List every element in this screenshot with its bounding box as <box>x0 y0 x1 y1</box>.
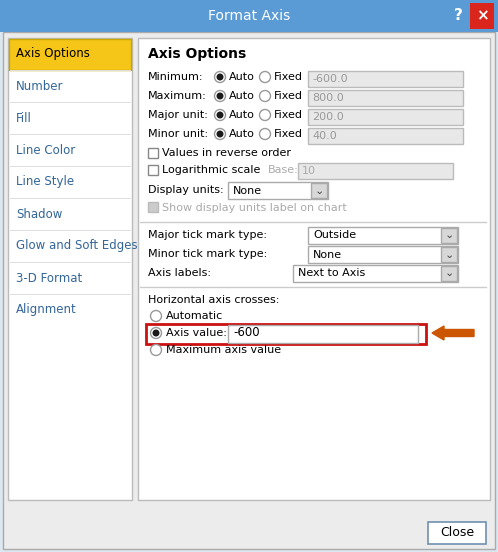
Text: Auto: Auto <box>229 110 255 120</box>
Text: Values in reverse order: Values in reverse order <box>162 148 291 158</box>
Text: Fixed: Fixed <box>274 72 303 82</box>
FancyBboxPatch shape <box>228 325 418 343</box>
Text: ⌄: ⌄ <box>444 268 454 279</box>
Circle shape <box>153 330 159 336</box>
Text: Outside: Outside <box>313 231 356 241</box>
Text: Base:: Base: <box>268 165 299 175</box>
Text: Line Color: Line Color <box>16 144 75 157</box>
Text: Major unit:: Major unit: <box>148 110 208 120</box>
Circle shape <box>150 327 161 338</box>
Text: Axis labels:: Axis labels: <box>148 268 211 278</box>
Circle shape <box>217 131 223 137</box>
Text: Horizontal axis crosses:: Horizontal axis crosses: <box>148 295 279 305</box>
FancyBboxPatch shape <box>308 128 463 144</box>
Circle shape <box>259 129 270 140</box>
FancyBboxPatch shape <box>8 38 132 500</box>
Text: Auto: Auto <box>229 91 255 101</box>
Circle shape <box>259 109 270 120</box>
FancyBboxPatch shape <box>428 522 486 544</box>
FancyBboxPatch shape <box>3 32 495 549</box>
FancyBboxPatch shape <box>148 165 158 175</box>
FancyBboxPatch shape <box>470 3 494 29</box>
FancyBboxPatch shape <box>146 324 426 344</box>
Text: Show display units label on chart: Show display units label on chart <box>162 203 347 213</box>
Circle shape <box>259 72 270 82</box>
Text: Minimum:: Minimum: <box>148 72 204 82</box>
FancyBboxPatch shape <box>308 227 458 244</box>
Text: Fill: Fill <box>16 112 32 125</box>
FancyBboxPatch shape <box>441 266 457 281</box>
FancyBboxPatch shape <box>441 247 457 262</box>
Circle shape <box>215 72 226 82</box>
FancyBboxPatch shape <box>311 183 327 198</box>
Text: Automatic: Automatic <box>166 311 223 321</box>
Text: Axis Options: Axis Options <box>148 47 246 61</box>
Text: Fixed: Fixed <box>274 129 303 139</box>
Circle shape <box>150 310 161 321</box>
FancyBboxPatch shape <box>148 202 158 212</box>
Text: 3-D Format: 3-D Format <box>16 272 82 284</box>
FancyBboxPatch shape <box>9 39 131 70</box>
Text: Line Style: Line Style <box>16 176 74 188</box>
FancyBboxPatch shape <box>138 38 490 500</box>
Polygon shape <box>432 326 474 340</box>
Text: Major tick mark type:: Major tick mark type: <box>148 230 267 240</box>
FancyBboxPatch shape <box>0 0 498 32</box>
Text: Axis Options: Axis Options <box>16 47 90 61</box>
Text: Minor tick mark type:: Minor tick mark type: <box>148 249 267 259</box>
Text: Alignment: Alignment <box>16 304 77 316</box>
Text: ⌄: ⌄ <box>314 185 324 195</box>
Text: 10: 10 <box>302 166 316 176</box>
Text: Fixed: Fixed <box>274 91 303 101</box>
Circle shape <box>259 91 270 102</box>
FancyBboxPatch shape <box>148 148 158 158</box>
Text: Axis value:: Axis value: <box>166 328 227 338</box>
Text: None: None <box>233 185 262 195</box>
FancyBboxPatch shape <box>308 246 458 263</box>
Text: Format Axis: Format Axis <box>208 9 290 23</box>
Text: Display units:: Display units: <box>148 185 224 195</box>
Circle shape <box>215 129 226 140</box>
Circle shape <box>215 109 226 120</box>
Text: Auto: Auto <box>229 129 255 139</box>
Text: 200.0: 200.0 <box>312 112 344 122</box>
Text: Auto: Auto <box>229 72 255 82</box>
Text: ⌄: ⌄ <box>444 250 454 259</box>
Text: Close: Close <box>440 527 474 539</box>
Text: Maximum:: Maximum: <box>148 91 207 101</box>
FancyBboxPatch shape <box>293 265 458 282</box>
Text: Shadow: Shadow <box>16 208 62 220</box>
Text: Glow and Soft Edges: Glow and Soft Edges <box>16 240 137 252</box>
Text: Number: Number <box>16 79 64 93</box>
Text: -600: -600 <box>233 326 259 339</box>
Text: ⌄: ⌄ <box>444 231 454 241</box>
Text: Next to Axis: Next to Axis <box>298 268 365 279</box>
FancyBboxPatch shape <box>441 228 457 243</box>
FancyBboxPatch shape <box>308 71 463 87</box>
Circle shape <box>217 112 223 118</box>
Text: 40.0: 40.0 <box>312 131 337 141</box>
FancyBboxPatch shape <box>298 163 453 179</box>
Text: Minor unit:: Minor unit: <box>148 129 208 139</box>
Text: Fixed: Fixed <box>274 110 303 120</box>
Text: ×: × <box>476 8 489 24</box>
Circle shape <box>217 74 223 80</box>
Text: Maximum axis value: Maximum axis value <box>166 345 281 355</box>
Circle shape <box>150 344 161 355</box>
FancyBboxPatch shape <box>308 90 463 106</box>
FancyBboxPatch shape <box>228 182 328 199</box>
Text: 800.0: 800.0 <box>312 93 344 103</box>
Text: None: None <box>313 250 342 259</box>
Text: Logarithmic scale: Logarithmic scale <box>162 165 260 175</box>
Text: ?: ? <box>454 8 463 24</box>
Circle shape <box>217 93 223 99</box>
Circle shape <box>215 91 226 102</box>
FancyBboxPatch shape <box>308 109 463 125</box>
Text: -600.0: -600.0 <box>312 74 348 84</box>
